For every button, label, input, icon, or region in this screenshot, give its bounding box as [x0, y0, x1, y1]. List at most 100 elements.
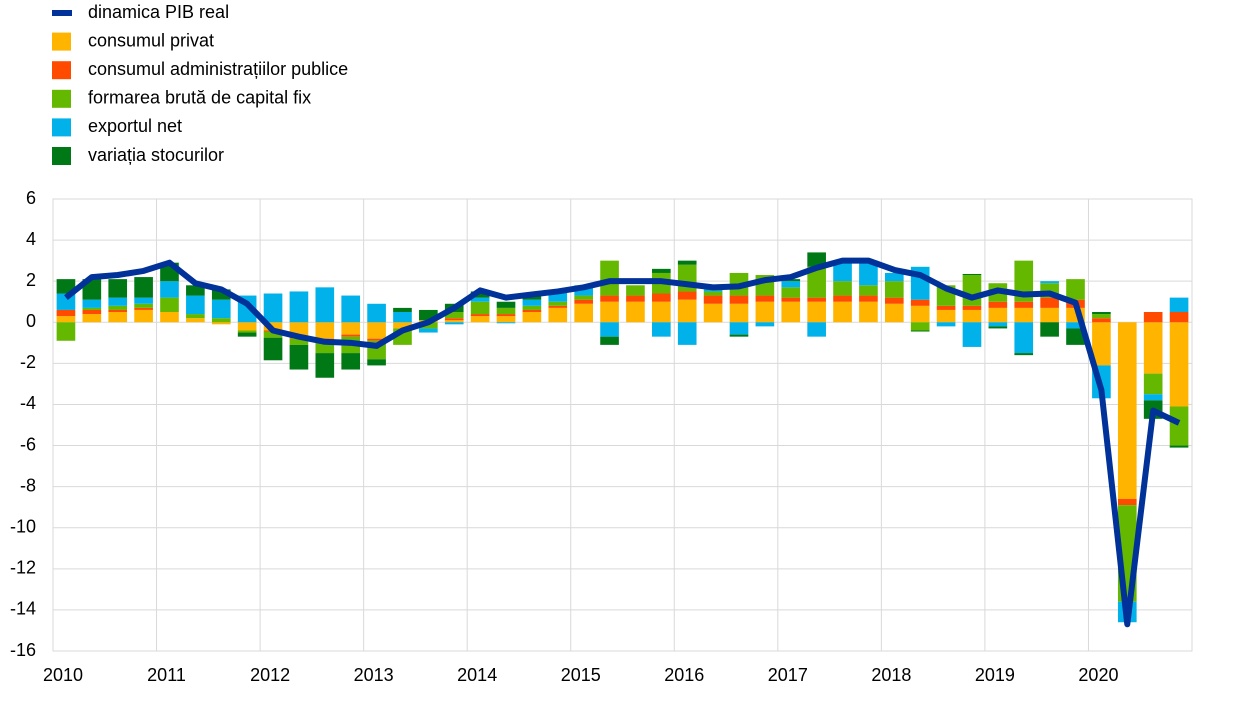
- legend-swatch: [52, 147, 71, 165]
- bar-segment: [910, 305, 930, 323]
- bar-segment: [419, 328, 438, 333]
- x-tick-label: 2020: [1078, 665, 1118, 685]
- bar-segment: [936, 305, 956, 310]
- bar-segment: [108, 297, 128, 306]
- bar-segment: [729, 295, 749, 304]
- bar-segment: [1143, 312, 1163, 323]
- bar-segment: [470, 291, 490, 298]
- bar-segment: [1014, 322, 1034, 354]
- y-tick-label: 6: [26, 188, 36, 208]
- bar-segment: [341, 334, 361, 337]
- bar-segment: [884, 281, 904, 298]
- bar-segment: [393, 307, 412, 312]
- bar-segment: [600, 322, 619, 337]
- bar-segment: [315, 322, 335, 339]
- bar-segment: [677, 291, 697, 300]
- bar-segment: [936, 309, 956, 323]
- legend-label: consumul privat: [88, 30, 214, 50]
- legend-label: dinamica PIB real: [88, 2, 229, 22]
- bar-segment: [548, 307, 568, 323]
- bar-segment: [1066, 328, 1085, 345]
- y-tick-label: -12: [10, 558, 36, 578]
- bar-segment: [910, 322, 930, 331]
- y-tick-label: -6: [20, 434, 36, 454]
- bar-segment: [367, 303, 386, 323]
- bar-segment: [522, 305, 542, 310]
- bar-segment: [341, 322, 361, 335]
- bar-segment: [677, 260, 697, 265]
- bar-segment: [910, 299, 930, 306]
- bar-segment: [626, 301, 645, 323]
- bar-segment: [367, 359, 386, 366]
- bar-segment: [833, 260, 852, 282]
- bar-segment: [522, 299, 542, 306]
- bar-segment: [108, 305, 128, 310]
- y-tick-label: 4: [26, 229, 36, 249]
- bar-segment: [600, 336, 619, 345]
- y-tick-label: -14: [10, 599, 36, 619]
- bar-segment: [82, 309, 102, 315]
- bar-segment: [781, 301, 801, 323]
- bar-segment: [1117, 322, 1137, 499]
- x-tick-label: 2011: [147, 665, 186, 685]
- bar-segment: [988, 301, 1008, 308]
- bar-segment: [82, 299, 102, 308]
- bar-segment: [211, 322, 231, 325]
- bar-segment: [703, 291, 723, 296]
- bar-segment: [393, 312, 412, 323]
- bar-segment: [160, 312, 179, 323]
- bar-segment: [237, 322, 257, 331]
- bar-segment: [548, 301, 568, 306]
- bar-segment: [729, 322, 749, 335]
- bar-segment: [781, 287, 801, 298]
- x-tick-label: 2015: [561, 665, 601, 685]
- bar-segment: [1066, 322, 1085, 329]
- bar-segment: [884, 297, 904, 304]
- bar-segment: [1169, 297, 1189, 312]
- bar-segment: [833, 301, 852, 323]
- bar-segment: [755, 301, 775, 323]
- bar-segment: [548, 291, 568, 302]
- bar-segment: [134, 307, 153, 310]
- y-tick-label: 2: [26, 270, 36, 290]
- bar-segment: [574, 285, 593, 296]
- bar-segment: [211, 289, 231, 300]
- x-tick-label: 2018: [871, 665, 911, 685]
- bar-segment: [160, 297, 179, 312]
- bar-segment: [134, 297, 153, 304]
- bar-segment: [988, 326, 1008, 329]
- bar-segment: [470, 316, 490, 323]
- x-tick-label: 2016: [664, 665, 704, 685]
- bar-segment: [729, 334, 749, 337]
- bar-segment: [496, 314, 516, 317]
- bar-segment: [1040, 281, 1059, 284]
- bar-segment: [936, 322, 956, 327]
- y-tick-label: -4: [20, 393, 36, 413]
- bar-segment: [1169, 406, 1189, 446]
- bar-segment: [367, 322, 386, 339]
- bar-segment: [884, 272, 904, 282]
- bar-segment: [1169, 322, 1189, 407]
- bar-segment: [289, 338, 309, 345]
- bar-segment: [263, 293, 283, 323]
- y-tick-label: -2: [20, 352, 36, 372]
- bar-segment: [962, 309, 982, 323]
- bar-segment: [444, 318, 464, 321]
- bar-segment: [703, 303, 723, 323]
- bar-segment: [859, 285, 878, 296]
- bar-segment: [626, 285, 645, 296]
- bar-segment: [962, 322, 982, 347]
- bar-segment: [677, 322, 697, 345]
- bar-segment: [56, 322, 76, 341]
- bar-segment: [444, 320, 464, 323]
- bar-segment: [186, 314, 205, 319]
- bar-segment: [1092, 312, 1111, 315]
- bar-segment: [470, 314, 490, 317]
- bar-segment: [781, 297, 801, 302]
- bar-segment: [1092, 318, 1111, 323]
- bar-segment: [962, 275, 982, 306]
- bar-segment: [1040, 322, 1059, 337]
- bar-segment: [56, 316, 76, 323]
- bar-segment: [134, 309, 153, 323]
